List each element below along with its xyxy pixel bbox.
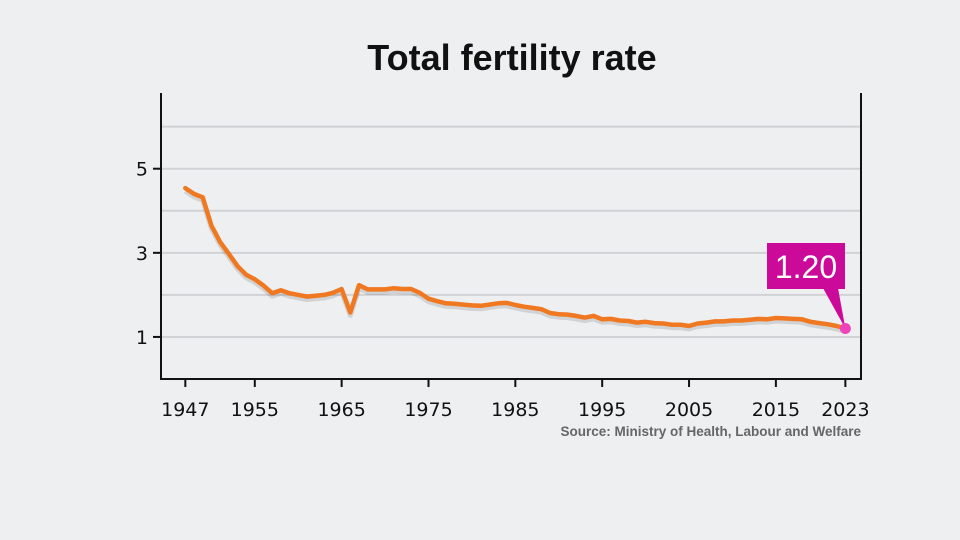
data-point-2023	[839, 323, 851, 335]
annotation-box	[767, 243, 845, 289]
y-tick-label: 5	[136, 159, 148, 181]
series-line-shadow	[183, 189, 847, 334]
annotation-label: 1.20	[775, 249, 837, 285]
x-tick-label: 2023	[821, 399, 869, 421]
x-tick-label: 1965	[317, 399, 365, 421]
x-axis-ticks: 1947 1955 1965 1975 1985 1995 2005 2015 2023	[161, 379, 870, 421]
series-layer	[183, 185, 848, 334]
x-tick-label: 2015	[752, 399, 800, 421]
y-tick-label: 3	[136, 243, 148, 265]
y-axis-ticks: 1 3 5	[136, 159, 161, 349]
annotation-pointer	[823, 288, 846, 329]
axis-frame	[160, 93, 862, 380]
x-tick-label: 2005	[665, 399, 713, 421]
x-tick-label: 1995	[578, 399, 626, 421]
annotation-layer: 1.20	[767, 243, 851, 335]
source-note: Source: Ministry of Health, Labour and W…	[560, 424, 861, 439]
x-tick-label: 1985	[491, 399, 539, 421]
gridlines	[161, 125, 861, 338]
y-tick-label: 1	[136, 327, 148, 349]
chart-title: Total fertility rate	[367, 37, 656, 78]
axes	[160, 93, 862, 380]
x-tick-label: 1947	[161, 399, 209, 421]
x-tick-label: 1955	[231, 399, 279, 421]
series-line	[183, 185, 848, 331]
x-tick-label: 1975	[404, 399, 452, 421]
